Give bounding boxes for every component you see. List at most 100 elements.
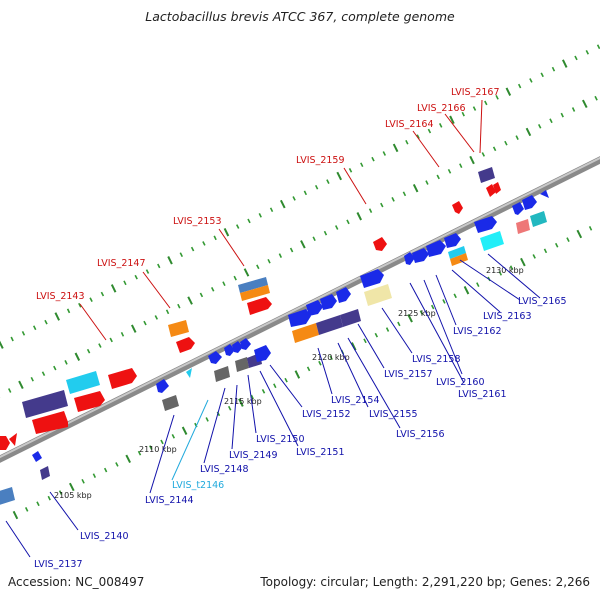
gene-feature[interactable]	[316, 315, 343, 335]
gene-feature[interactable]	[373, 237, 387, 251]
tick-mark	[41, 371, 46, 376]
gene-label[interactable]: LVIS_2150	[256, 434, 305, 445]
tick-mark	[0, 340, 4, 349]
gene-feature[interactable]	[240, 338, 251, 350]
tick-mark	[447, 168, 452, 174]
gene-label[interactable]: LVIS_2163	[483, 311, 532, 322]
gene-feature[interactable]	[288, 309, 311, 327]
gene-feature[interactable]	[512, 202, 524, 215]
gene-label[interactable]: LVIS_2147	[97, 258, 146, 269]
tick-mark	[476, 282, 480, 287]
tick-mark	[495, 94, 499, 100]
gene-label[interactable]: LVIS_2166	[417, 103, 466, 114]
tick-mark	[351, 342, 357, 351]
gene-feature[interactable]	[176, 337, 195, 353]
gene-feature[interactable]	[186, 368, 192, 378]
gene-label[interactable]: LVIS_2160	[436, 377, 485, 388]
gene-feature[interactable]	[247, 297, 272, 315]
gene-label[interactable]: LVIS_2164	[385, 119, 434, 130]
gene-feature[interactable]	[224, 344, 235, 356]
gene-feature[interactable]	[0, 436, 10, 450]
gene-feature[interactable]	[40, 466, 50, 480]
gene-label[interactable]: LVIS_2156	[396, 429, 445, 440]
gene-label[interactable]: LVIS_2158	[412, 354, 461, 365]
gene-feature[interactable]	[74, 391, 105, 412]
gene-feature[interactable]	[66, 371, 100, 394]
gene-feature[interactable]	[540, 190, 549, 198]
gene-feature[interactable]	[32, 411, 68, 434]
gene-feature[interactable]	[168, 320, 189, 337]
tick-mark	[405, 139, 409, 145]
gene-feature[interactable]	[240, 285, 270, 301]
tick-mark	[549, 118, 553, 124]
tick-mark	[576, 229, 583, 239]
gene-feature[interactable]	[448, 246, 466, 259]
gene-feature[interactable]	[493, 182, 501, 194]
gene-feature[interactable]	[254, 345, 271, 362]
leader-line	[347, 337, 401, 429]
gene-feature[interactable]	[32, 451, 42, 462]
gene-feature[interactable]	[214, 366, 230, 382]
gene-label[interactable]: LVIS_2152	[302, 409, 351, 420]
gene-feature[interactable]	[0, 487, 15, 505]
gene-label[interactable]: LVIS_2149	[229, 450, 278, 461]
gene-label[interactable]: LVIS_2165	[518, 296, 567, 307]
gene-feature[interactable]	[474, 216, 497, 233]
gene-feature[interactable]	[156, 379, 169, 393]
gene-feature[interactable]	[412, 248, 429, 263]
leader-line	[259, 370, 299, 447]
gene-feature[interactable]	[22, 390, 68, 418]
gene-label[interactable]: LVIS_2161	[458, 389, 507, 400]
gene-feature[interactable]	[208, 351, 222, 364]
gene-feature[interactable]	[404, 252, 415, 265]
gene-label[interactable]: LVIS_2157	[384, 369, 433, 380]
gene-feature[interactable]	[108, 368, 137, 389]
gene-feature[interactable]	[336, 287, 351, 303]
gene-feature[interactable]	[364, 284, 392, 306]
gene-feature[interactable]	[450, 253, 468, 266]
gene-label[interactable]: LVIS_2162	[453, 326, 502, 337]
gene-feature[interactable]	[516, 219, 530, 234]
gene-feature[interactable]	[162, 395, 179, 411]
gene-label[interactable]: LVIS_2159	[296, 155, 345, 166]
gene-feature[interactable]	[444, 233, 461, 248]
gene-feature[interactable]	[9, 433, 17, 446]
gene-feature[interactable]	[292, 323, 319, 343]
gene-label[interactable]: LVIS_2137	[34, 559, 83, 570]
gene-feature[interactable]	[486, 184, 496, 197]
gene-label[interactable]: LVIS_2151	[296, 447, 345, 458]
gene-label[interactable]: LVIS_2154	[331, 395, 380, 406]
tick-mark	[336, 171, 342, 181]
tick-mark	[145, 269, 150, 274]
gene-feature[interactable]	[238, 277, 268, 293]
gene-label[interactable]: LVIS_2167	[451, 87, 500, 98]
gene-feature[interactable]	[235, 357, 249, 372]
tick-mark	[269, 207, 274, 213]
gene-label[interactable]: LVIS_2153	[173, 216, 222, 227]
gene-feature[interactable]	[426, 240, 446, 257]
gene-label[interactable]: LVIS_2140	[80, 531, 129, 542]
gene-feature[interactable]	[232, 341, 243, 353]
gene-label[interactable]: LVIS_2148	[200, 464, 249, 475]
tick-mark	[481, 152, 486, 157]
leader-line	[479, 99, 483, 154]
gene-feature[interactable]	[478, 167, 495, 183]
gene-feature[interactable]	[340, 309, 361, 327]
gene-label[interactable]: LVIS_2143	[36, 291, 85, 302]
gene-feature[interactable]	[306, 300, 323, 316]
tick-mark	[346, 219, 350, 225]
tick-mark	[98, 343, 102, 348]
tick-mark	[380, 202, 384, 208]
gene-label[interactable]: LVIS_2155	[369, 409, 418, 420]
gene-feature[interactable]	[522, 195, 537, 210]
gene-feature[interactable]	[320, 294, 337, 310]
gene-feature[interactable]	[530, 211, 547, 227]
gene-feature[interactable]	[452, 201, 463, 214]
tick-mark	[453, 293, 457, 299]
leader-line	[149, 414, 175, 494]
tick-mark	[363, 338, 367, 344]
gene-feature[interactable]	[480, 231, 504, 251]
gene-label[interactable]: LVIS_2144	[145, 495, 194, 506]
gene-feature[interactable]	[360, 269, 384, 288]
gene-label[interactable]: LVIS_t2146	[172, 480, 224, 491]
